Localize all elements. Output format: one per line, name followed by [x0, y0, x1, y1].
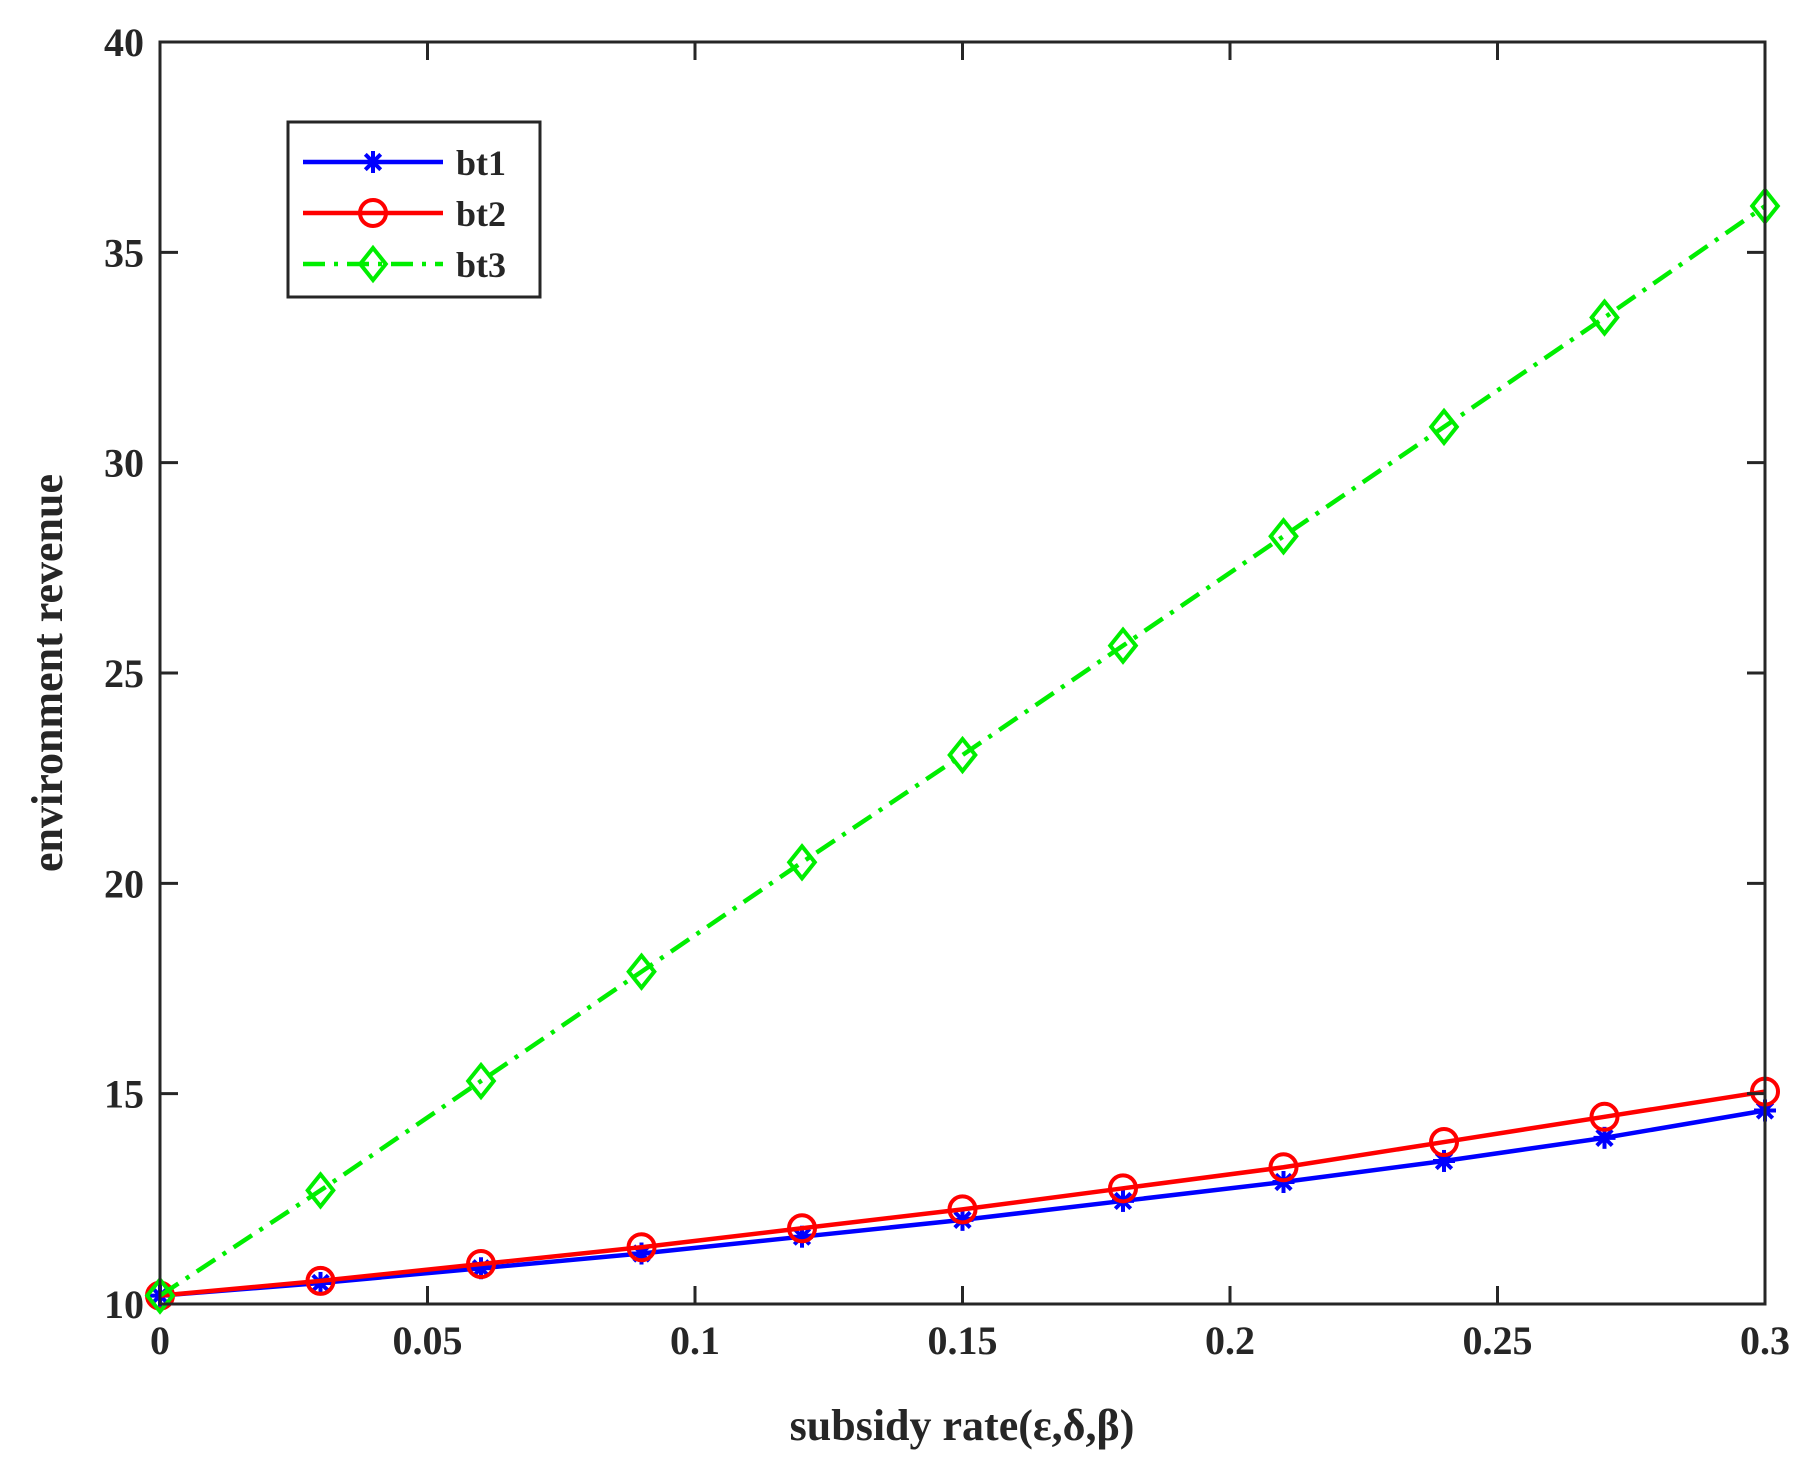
series-point-bt3-7 — [1268, 517, 1299, 556]
y-tick-label-6: 40 — [104, 20, 144, 65]
x-tick-label-4: 0.2 — [1205, 1318, 1255, 1363]
legend-marker-bt2 — [358, 198, 388, 228]
series-point-bt3-9 — [1589, 298, 1620, 337]
legend-label-bt2: bt2 — [456, 194, 506, 234]
legend-marker-bt1 — [362, 151, 384, 173]
y-tick-label-4: 30 — [104, 441, 144, 486]
series-point-bt3-1 — [305, 1171, 336, 1210]
series-point-bt2-9 — [1589, 1101, 1620, 1132]
series-point-bt3-3 — [626, 952, 657, 991]
x-tick-label-5: 0.25 — [1463, 1318, 1533, 1363]
y-tick-label-5: 35 — [104, 230, 144, 275]
x-tick-label-6: 0.3 — [1740, 1318, 1790, 1363]
series-point-bt2-3 — [626, 1232, 657, 1263]
x-tick-label-2: 0.1 — [670, 1318, 720, 1363]
x-tick-label-1: 0.05 — [393, 1318, 463, 1363]
series-point-bt1-9 — [1593, 1126, 1616, 1149]
legend: bt1 bt2 bt3 — [286, 120, 542, 299]
legend-box — [286, 120, 542, 299]
legend-label-bt1: bt1 — [456, 143, 506, 183]
series-line-bt3 — [158, 204, 1767, 1298]
plot-area-frame — [158, 40, 1767, 1306]
legend-marker-bt3 — [357, 244, 389, 284]
legend-label-bt3: bt3 — [456, 245, 506, 285]
series-point-bt3-0 — [144, 1276, 176, 1315]
series-line-bt2 — [159, 1089, 1766, 1298]
series-point-bt2-7 — [1268, 1152, 1299, 1183]
series-point-bt2-5 — [947, 1194, 978, 1225]
series-point-bt2-4 — [787, 1213, 817, 1244]
x-axis-title: subsidy rate(ε,δ,β) — [790, 1401, 1135, 1450]
x-tick-label-3: 0.15 — [928, 1318, 998, 1363]
series-point-bt2-2 — [466, 1249, 496, 1280]
series-point-bt2-1 — [305, 1265, 336, 1296]
y-axis-title: environment revenue — [23, 474, 72, 872]
y-tick-label-2: 20 — [104, 861, 144, 906]
series-point-bt3-8 — [1428, 407, 1460, 447]
series-point-bt3-5 — [947, 735, 978, 775]
series-point-bt3-6 — [1107, 626, 1139, 665]
series-point-bt2-8 — [1429, 1127, 1459, 1158]
y-tick-label-0: 10 — [104, 1282, 144, 1327]
y-tick-label-3: 25 — [104, 651, 144, 696]
y-tick-label-1: 15 — [104, 1072, 144, 1117]
series-point-bt3-2 — [465, 1061, 497, 1101]
x-tick-label-0: 0 — [150, 1318, 170, 1363]
series-point-bt2-6 — [1108, 1173, 1138, 1204]
series-point-bt3-4 — [786, 843, 818, 882]
